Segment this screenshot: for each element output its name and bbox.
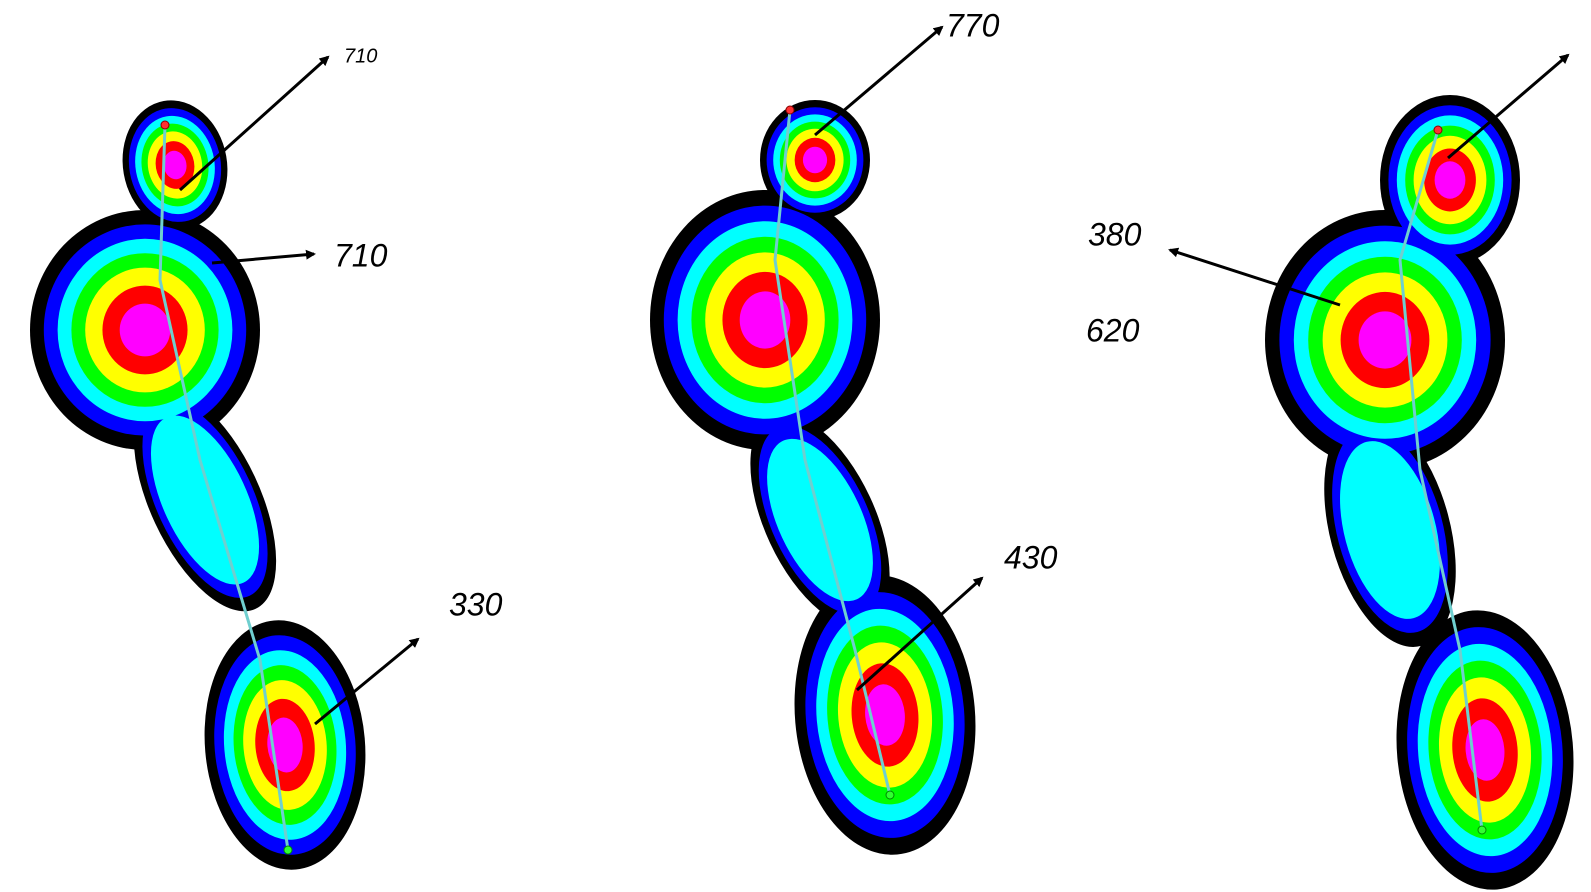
path-end <box>886 791 894 799</box>
label: 330 <box>449 586 503 622</box>
label: 430 <box>1004 539 1058 575</box>
footprint <box>650 100 987 862</box>
pressure-zone <box>1435 161 1466 198</box>
footprint <box>30 92 376 877</box>
label: 710 <box>334 237 388 273</box>
footprint <box>1265 95 1585 892</box>
page: 710 710 330 770 430 380 620 (() => { con… <box>0 0 1591 892</box>
path-start <box>1434 126 1442 134</box>
path-end <box>1478 826 1486 834</box>
label: 380 <box>1088 216 1142 252</box>
label: 710 <box>344 45 377 67</box>
arrow <box>815 27 942 135</box>
path-start <box>786 106 794 114</box>
label: 770 <box>946 7 1000 43</box>
pressure-zone <box>803 147 827 173</box>
pressure-zone <box>1359 311 1412 368</box>
path-end <box>284 846 292 854</box>
label: 620 <box>1086 312 1140 348</box>
figure: 710 710 330 770 430 380 620 <box>0 0 1591 892</box>
pressure-zone <box>120 304 171 357</box>
path-start <box>161 121 169 129</box>
pressure-maps <box>30 92 1585 892</box>
